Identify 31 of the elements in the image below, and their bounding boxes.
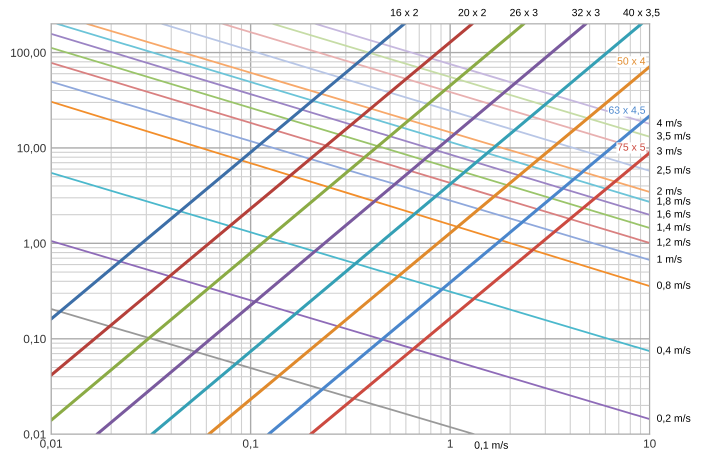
series-label: 16 x 2 bbox=[390, 8, 418, 16]
series-label: 40 x 3,5 bbox=[623, 8, 660, 18]
series-label: 4 m/s bbox=[656, 118, 682, 127]
x-tick-label: 10 bbox=[644, 439, 656, 448]
x-tick-label: 0,1 bbox=[242, 439, 258, 450]
y-tick-label: 100,00 bbox=[11, 48, 46, 58]
series-label: 2 m/s bbox=[657, 187, 682, 195]
series-label: 0,8 m/s bbox=[657, 281, 690, 290]
series-label: 2,5 m/s bbox=[657, 166, 690, 175]
series-label: 0,2 m/s bbox=[657, 414, 690, 424]
series-label: 1,2 m/s bbox=[657, 238, 690, 247]
series-label: 20 x 2 bbox=[458, 8, 486, 16]
series-label: 1 m/s bbox=[657, 255, 682, 263]
series-label: 3,5 m/s bbox=[656, 132, 690, 141]
y-tick-label: 0,10 bbox=[24, 334, 46, 345]
series-label: 75 x 5 bbox=[618, 143, 646, 151]
y-tick-label: 10,00 bbox=[18, 144, 46, 154]
series-label: 50 x 4 bbox=[618, 57, 646, 65]
y-tick-label: 1,00 bbox=[24, 239, 46, 250]
series-label: 1,8 m/s bbox=[657, 197, 690, 206]
y-tick-label: 0,01 bbox=[24, 430, 46, 440]
series-label: 26 x 3 bbox=[510, 8, 538, 16]
series-label: 1,4 m/s bbox=[657, 223, 690, 232]
series-label: 1,6 m/s bbox=[657, 210, 690, 219]
series-label: 0,1 m/s bbox=[474, 441, 508, 450]
series-label: 3 m/s bbox=[656, 147, 682, 155]
series-label: 0,4 m/s bbox=[657, 346, 690, 356]
series-label: 63 x 4,5 bbox=[608, 106, 646, 116]
x-tick-label: 0,01 bbox=[40, 439, 62, 450]
x-tick-label: 1 bbox=[448, 439, 453, 448]
series-label: 32 x 3 bbox=[572, 8, 600, 16]
